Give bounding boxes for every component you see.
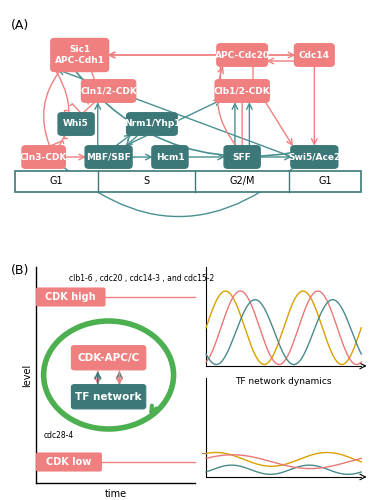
FancyBboxPatch shape [291, 146, 338, 168]
Text: Cln3-CDK: Cln3-CDK [20, 152, 67, 162]
FancyBboxPatch shape [36, 453, 102, 471]
Text: G2/M: G2/M [229, 176, 255, 186]
Text: cdc28-4: cdc28-4 [44, 430, 74, 440]
Text: S: S [143, 176, 150, 186]
FancyBboxPatch shape [36, 288, 105, 306]
FancyBboxPatch shape [85, 146, 132, 168]
FancyBboxPatch shape [15, 170, 361, 192]
FancyBboxPatch shape [51, 38, 109, 72]
FancyBboxPatch shape [127, 113, 177, 135]
FancyBboxPatch shape [294, 44, 334, 66]
FancyBboxPatch shape [215, 80, 269, 102]
Text: Sic1
APC-Cdh1: Sic1 APC-Cdh1 [55, 46, 105, 64]
FancyBboxPatch shape [224, 146, 260, 168]
Text: Cdc14: Cdc14 [299, 50, 330, 59]
Text: (B): (B) [11, 264, 29, 277]
Text: Cln1/2-CDK: Cln1/2-CDK [80, 86, 137, 96]
Text: level: level [23, 364, 32, 386]
Text: Whi5: Whi5 [63, 120, 89, 128]
Text: G1: G1 [318, 176, 332, 186]
Text: TF network dynamics: TF network dynamics [235, 376, 332, 386]
FancyBboxPatch shape [58, 113, 94, 135]
Text: CDK-APC/C: CDK-APC/C [77, 352, 140, 362]
FancyBboxPatch shape [152, 146, 188, 168]
Text: MBF/SBF: MBF/SBF [86, 152, 131, 162]
FancyBboxPatch shape [217, 44, 267, 66]
Text: Hcm1: Hcm1 [156, 152, 184, 162]
Text: time: time [105, 489, 127, 499]
Text: Swi5/Ace2: Swi5/Ace2 [288, 152, 340, 162]
Text: G1: G1 [49, 176, 63, 186]
Text: clb1-6 , cdc20 , cdc14-3 , and cdc15-2: clb1-6 , cdc20 , cdc14-3 , and cdc15-2 [69, 274, 214, 283]
FancyBboxPatch shape [71, 346, 146, 370]
FancyBboxPatch shape [82, 80, 136, 102]
FancyBboxPatch shape [71, 384, 146, 409]
Text: SFF: SFF [233, 152, 252, 162]
Text: Clb1/2-CDK: Clb1/2-CDK [214, 86, 270, 96]
Text: Nrm1/Yhp1: Nrm1/Yhp1 [124, 120, 180, 128]
Text: CDK low: CDK low [46, 457, 91, 467]
Text: CDK high: CDK high [45, 292, 96, 302]
FancyBboxPatch shape [22, 146, 65, 168]
Text: (A): (A) [11, 19, 29, 32]
Text: TF network: TF network [75, 392, 142, 402]
Text: APC-Cdc20: APC-Cdc20 [215, 50, 270, 59]
